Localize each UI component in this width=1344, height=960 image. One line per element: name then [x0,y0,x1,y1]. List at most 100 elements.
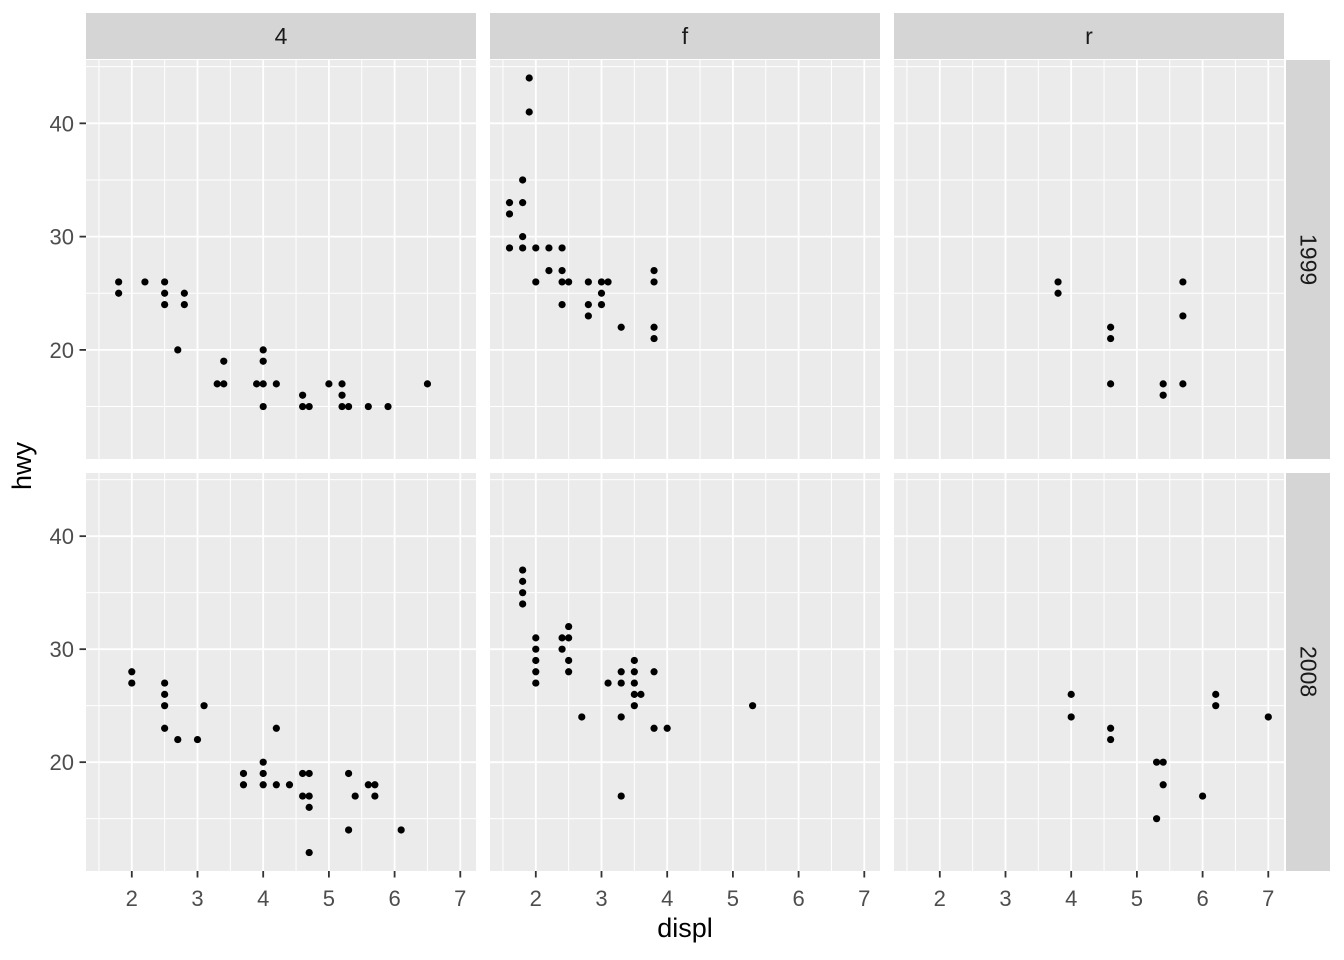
data-point [423,380,432,388]
data-point [299,402,307,411]
data-point [604,679,612,687]
data-point [637,690,645,698]
data-point [584,300,592,309]
data-point [345,826,353,834]
data-point [519,176,527,184]
data-point [161,724,169,732]
data-point [1212,702,1220,710]
facet-row-strip-1999: 1999 [1286,60,1330,459]
data-point [220,380,228,388]
data-point [128,668,136,676]
data-point [200,702,208,710]
facet-panel [86,60,476,459]
data-point [1212,690,1220,698]
facet-row-strip-2008: 2008 [1286,473,1330,871]
data-point [1107,380,1115,388]
data-point [525,74,533,82]
data-point [285,781,294,789]
x-axis-tick-label: 7 [454,886,466,911]
data-point [115,289,123,297]
data-point [115,278,123,286]
x-axis-tick-label: 6 [388,886,400,911]
y-axis-tick-label: 40 [50,111,74,136]
data-point [505,199,514,207]
data-point [617,323,625,331]
data-point [239,769,248,778]
data-point [259,781,267,789]
data-point [213,380,221,388]
x-axis-tick-label: 3 [999,886,1011,911]
data-point [749,702,757,710]
facet-panel [490,473,880,871]
data-point [299,769,307,778]
data-point [519,233,527,241]
data-point [558,645,566,653]
data-point [630,702,638,710]
data-point [161,679,169,687]
data-point [161,702,169,710]
data-point [1159,380,1167,388]
data-point [1054,289,1062,297]
data-point [305,769,313,778]
data-point [505,244,514,252]
x-axis-tick-label: 6 [792,886,804,911]
data-point [545,244,553,252]
data-point [532,634,540,642]
data-point [505,210,514,218]
data-point [519,577,527,585]
data-point [558,634,566,642]
data-point [1179,380,1187,388]
data-point [272,380,280,388]
facet-row-label: 2008 [1295,646,1322,698]
facet-panel [894,60,1284,459]
data-point [338,380,346,388]
data-point [617,679,625,687]
data-point [345,402,353,411]
facet-col-strip-f: f [490,13,880,59]
data-point [565,634,573,642]
data-point [519,600,527,608]
facet-panel [894,473,1284,871]
data-point [519,244,527,252]
data-point [299,391,307,399]
y-axis-tick-label: 40 [50,524,74,549]
data-point [345,769,353,778]
data-point [1054,278,1062,286]
data-point [630,656,638,665]
data-point [519,589,527,597]
data-point [1264,713,1272,721]
facet-col-strip-r: r [894,13,1284,59]
data-point [519,566,527,574]
data-point [565,622,573,631]
data-point [650,334,658,343]
facet-row-label: 1999 [1295,233,1322,286]
data-point [532,656,540,665]
data-point [532,278,540,286]
data-point [161,690,169,698]
data-point [604,278,612,286]
data-point [1067,690,1075,698]
data-point [305,402,313,411]
data-point [272,724,280,732]
data-point [1159,781,1167,789]
data-point [597,278,606,286]
data-point [364,402,372,411]
data-point [253,380,261,388]
data-point [305,792,313,800]
facet-panel [86,473,476,871]
data-point [1107,735,1115,744]
data-point [161,289,169,297]
data-point [532,679,540,687]
data-point [558,278,566,286]
data-point [259,346,267,354]
data-point [650,668,658,676]
data-point [1179,278,1187,286]
facet-col-label: 4 [274,22,288,49]
y-axis-tick-label: 20 [50,750,74,775]
data-point [545,267,553,275]
data-point [650,278,658,286]
x-axis-tick-label: 6 [1196,886,1208,911]
x-axis-tick-label: 3 [595,886,607,911]
data-point [630,690,638,698]
